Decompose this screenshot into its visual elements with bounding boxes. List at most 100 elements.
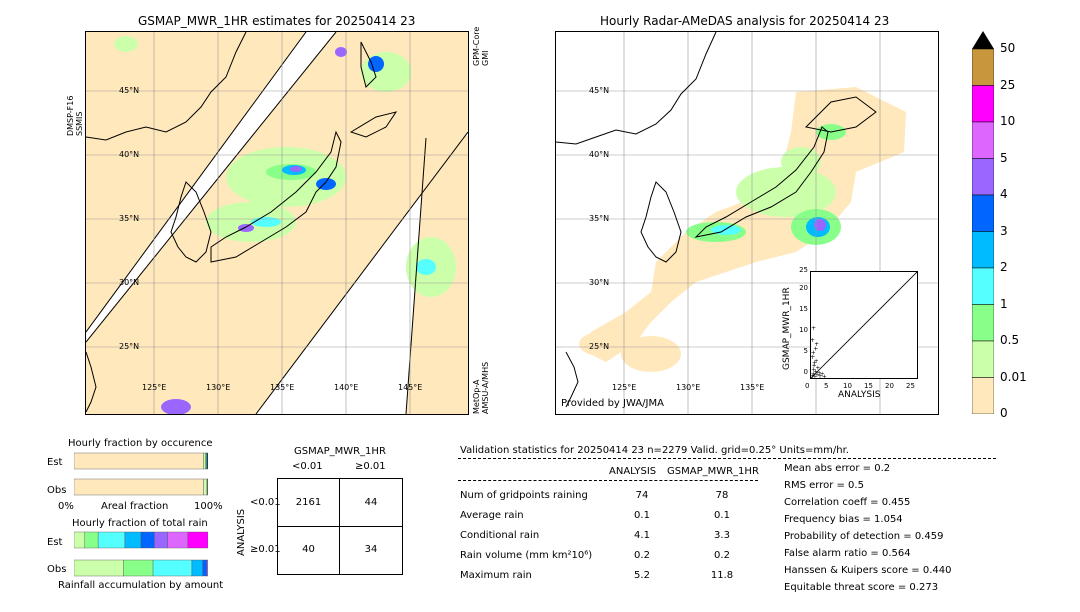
colorbar-segment: [971, 340, 995, 378]
bar-segment: [203, 478, 208, 496]
contingency-header: GSMAP_MWR_1HR: [294, 446, 386, 457]
scatter-ytick: 25: [799, 266, 808, 274]
validation-row-label: Conditional rain: [460, 530, 540, 541]
scatter-point: +: [822, 373, 827, 378]
bar-segment: [84, 531, 99, 549]
validation-row-gsmap: 78: [715, 490, 729, 501]
validation-row-gsmap: 11.8: [710, 570, 734, 581]
bar-segment: [154, 531, 169, 549]
bar-segment: [124, 531, 142, 549]
scatter-xtick: 0: [805, 382, 810, 390]
bar-segment: [202, 559, 207, 577]
colorbar-segment: [971, 267, 995, 305]
left-lon-130: 130°E: [206, 383, 231, 392]
right-lon-135: 135°E: [740, 383, 765, 392]
scatter-xtick: 10: [843, 382, 852, 390]
colorbar-label: 50: [1000, 41, 1016, 55]
validation-row-gsmap: 3.3: [714, 530, 730, 541]
total-rain-obs-label: Obs: [47, 564, 67, 575]
scatter-point: +: [811, 337, 815, 344]
right-lat-45: 45°N: [589, 86, 610, 95]
scatter-plot: ++++++++++++++++++++: [810, 271, 918, 379]
right-sat-label-top: GPM-Core GMI: [472, 26, 490, 66]
colorbar-label: 5: [1000, 150, 1008, 165]
scatter-point: +: [812, 360, 817, 367]
contingency-table: 2161 44 40 34: [277, 478, 403, 575]
left-lon-135: 135°E: [270, 383, 295, 392]
colorbar-segment: [971, 231, 995, 269]
colorbar-label: 3: [1000, 223, 1008, 238]
scatter-point: +: [812, 362, 817, 369]
colorbar-labels: 50 25 10 5 4 3 2 1 0.5 0.01 0: [1000, 31, 1060, 420]
right-map: 45°N 40°N 35°N 30°N 25°N 125°E 130°E 135…: [555, 31, 939, 415]
validation-row-analysis: 74: [635, 490, 649, 501]
score-line: Hanssen & Kuipers score = 0.440: [784, 565, 952, 576]
bar-segment: [123, 559, 154, 577]
scatter-point: +: [812, 374, 817, 378]
scatter-point: +: [813, 345, 818, 352]
bar-segment: [191, 559, 203, 577]
colorbar-label: 1: [1000, 296, 1008, 311]
occurrence-axis-right: 100%: [194, 501, 223, 512]
colorbar-segment: [971, 85, 995, 123]
scatter-point: +: [811, 354, 815, 361]
scatter-xtick: 20: [885, 382, 894, 390]
scatter-point: +: [815, 372, 820, 378]
validation-header: Validation statistics for 20250414 23 n=…: [460, 445, 849, 456]
colorbar-label: 10: [1000, 114, 1016, 128]
right-lat-25: 25°N: [589, 342, 610, 351]
scatter-ytick: 20: [799, 284, 808, 292]
colorbar-label: 0.5: [1000, 333, 1020, 347]
contingency-side-label: ANALYSIS: [236, 508, 247, 556]
left-lat-25: 25°N: [119, 342, 140, 351]
scatter-xtick: 15: [864, 382, 873, 390]
bar-segment: [206, 559, 209, 577]
bar-segment: [167, 531, 189, 549]
validation-row-analysis: 4.1: [634, 530, 650, 541]
score-line: Frequency bias = 1.054: [784, 514, 903, 525]
scatter-point: +: [815, 364, 820, 371]
contingency-cell: 44: [364, 497, 378, 508]
left-lon-145: 145°E: [398, 383, 423, 392]
total-rain-axis-label: Rainfall accumulation by amount: [58, 580, 224, 591]
score-line: False alarm ratio = 0.564: [784, 548, 911, 559]
occurrence-axis-left: 0%: [58, 501, 74, 512]
right-lon-130: 130°E: [676, 383, 701, 392]
contingency-row2: ≥0.01: [250, 544, 281, 555]
data-credit: Provided by JWA/JMA: [561, 398, 664, 409]
score-line: Equitable threat score = 0.273: [784, 582, 939, 593]
total-rain-title: Hourly fraction of total rain: [72, 518, 208, 529]
colorbar-segment: [971, 121, 995, 159]
bar-segment: [73, 559, 124, 577]
validation-row-analysis: 0.2: [634, 550, 650, 561]
occurrence-canvas: [73, 452, 209, 496]
scatter-point: +: [817, 370, 822, 377]
right-sat-label-bottom: MetOp-A AMSU-A/MHS: [472, 361, 490, 414]
validation-row-label: Rain volume (mm km²10⁶): [460, 550, 593, 561]
contingency-cell: 40: [302, 544, 315, 555]
bar-segment: [140, 531, 155, 549]
scatter-canvas: ++++++++++++++++++++: [811, 272, 917, 378]
bar-segment: [206, 452, 209, 470]
right-lon-125: 125°E: [612, 383, 637, 392]
left-lat-45: 45°N: [119, 86, 140, 95]
bar-segment: [73, 452, 204, 470]
colorbar-segment: [971, 304, 995, 342]
contingency-row1: <0.01: [250, 497, 281, 508]
validation-col-analysis: ANALYSIS: [609, 466, 657, 477]
score-line: Correlation coeff = 0.455: [784, 497, 911, 508]
scatter-ytick: 0: [803, 368, 808, 376]
colorbar-label: 0.01: [1000, 369, 1027, 384]
score-line: Probability of detection = 0.459: [784, 531, 944, 542]
scatter-xtick: 5: [824, 382, 829, 390]
left-lon-125: 125°E: [142, 383, 167, 392]
bar-segment: [73, 478, 204, 496]
colorbar: [971, 31, 995, 415]
scatter-point: +: [811, 367, 816, 374]
right-lat-40: 40°N: [589, 150, 610, 159]
colorbar-label: 2: [1000, 260, 1008, 274]
colorbar-extend-arrow: [972, 31, 994, 49]
scatter-xlabel: ANALYSIS: [838, 390, 881, 400]
scatter-ylabel: GSMAP_MWR_1HR: [782, 287, 792, 370]
contingency-col2: ≥0.01: [355, 461, 386, 472]
